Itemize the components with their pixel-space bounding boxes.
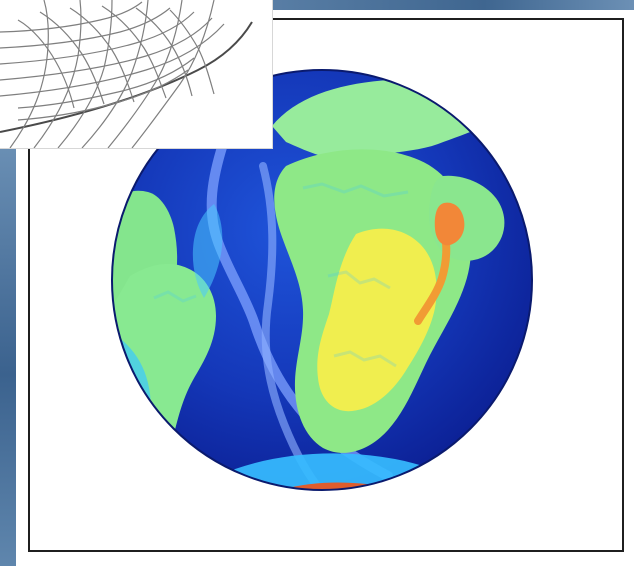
slide-background-left [0, 140, 16, 566]
land-noise [153, 182, 409, 368]
wireframe-edge [0, 21, 253, 133]
ethiopian-highland [434, 202, 465, 246]
wireframe-grid [0, 0, 225, 148]
mid-atlantic-shelf [192, 204, 223, 298]
africa-highlands [317, 228, 437, 412]
globe-visualization [98, 56, 546, 504]
wireframe-inset [0, 0, 273, 149]
globe-outline [111, 69, 533, 491]
slide-background-top [260, 0, 634, 10]
